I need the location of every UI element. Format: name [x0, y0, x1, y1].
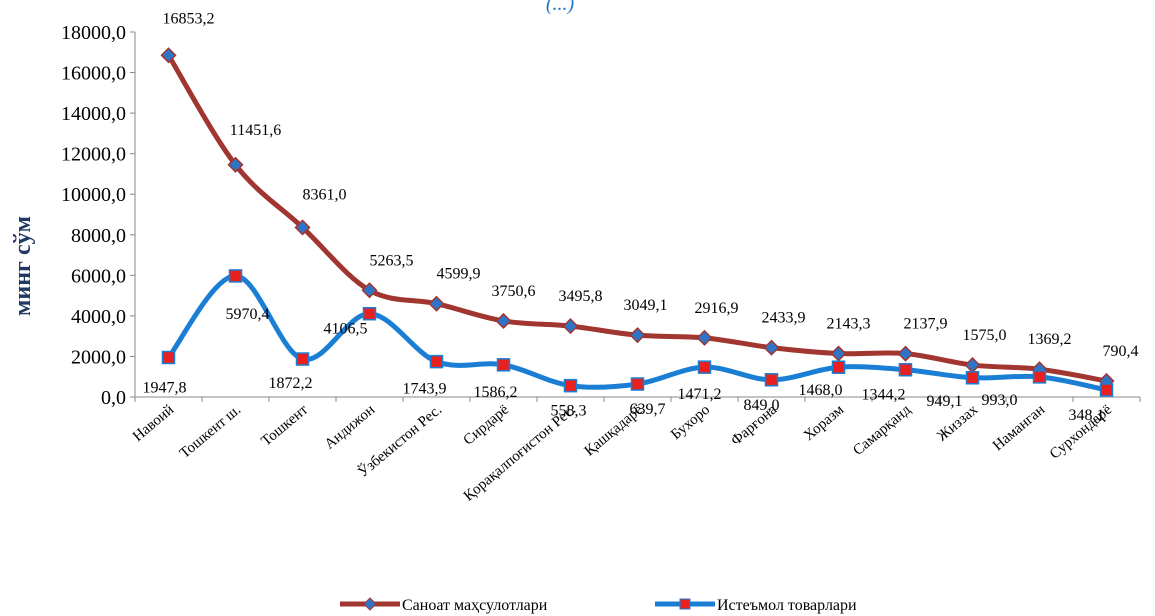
data-label: 1468,0 [799, 382, 843, 399]
data-point-marker [763, 339, 780, 356]
data-point-marker [562, 318, 579, 335]
data-label: 16853,2 [163, 10, 215, 27]
y-tick-label: 4000,0 [71, 306, 126, 328]
data-label: 11451,6 [230, 122, 281, 139]
legend: Саноат маҳсулотлари Истеъмол товарлари [340, 597, 857, 614]
x-category-label: Хоразм [801, 401, 847, 444]
data-label: 639,7 [630, 401, 666, 418]
y-tick-label: 0,0 [101, 387, 126, 409]
data-label: 1947,8 [143, 380, 187, 397]
data-label: 1575,0 [963, 327, 1007, 344]
legend-marker [363, 597, 377, 611]
data-point-marker [830, 345, 847, 362]
data-point-marker [1099, 383, 1114, 397]
y-tick-label: 2000,0 [71, 346, 126, 368]
y-tick-label: 8000,0 [71, 225, 126, 247]
data-point-marker [897, 345, 914, 362]
data-label: 1471,2 [678, 386, 722, 403]
x-category-label: Наманган [990, 402, 1048, 454]
data-label: 4599,9 [437, 266, 481, 283]
data-label: 2433,9 [762, 310, 806, 327]
data-point-marker [697, 360, 712, 374]
data-point-marker [495, 312, 512, 330]
data-point-marker [428, 295, 445, 312]
data-label: 1872,2 [269, 375, 313, 392]
data-point-marker [1032, 370, 1047, 384]
data-label: 3750,6 [492, 283, 536, 300]
data-point-marker [429, 354, 444, 369]
y-tick-label: 12000,0 [61, 144, 126, 166]
x-category-label: Андижон [322, 402, 378, 453]
y-tick-label: 16000,0 [61, 63, 126, 85]
data-label: 790,4 [1103, 343, 1139, 360]
legend-label: Истеъмол товарлари [717, 597, 857, 614]
x-category-label: Тошкент [258, 402, 311, 450]
data-point-marker [964, 357, 981, 374]
y-tick-label: 10000,0 [61, 184, 126, 206]
data-label: 3049,1 [624, 297, 668, 314]
data-point-marker [228, 269, 243, 283]
data-point-marker [227, 156, 244, 173]
data-label: 2137,9 [904, 316, 948, 333]
data-label: 993,0 [982, 392, 1018, 409]
data-label: 2916,9 [695, 300, 739, 317]
series-markers [160, 47, 1115, 397]
data-label: 2143,3 [827, 316, 871, 333]
data-point-marker [361, 282, 378, 299]
data-point-marker [898, 362, 913, 377]
data-label: 1344,2 [862, 387, 906, 404]
legend-label: Саноат маҳсулотлари [402, 597, 548, 614]
data-label: 1743,9 [403, 381, 447, 398]
x-category-label: Тошкент ш. [177, 402, 244, 462]
y-tick-label: 6000,0 [71, 265, 126, 287]
data-point-marker [965, 371, 980, 385]
data-point-marker [295, 352, 310, 366]
data-point-marker [696, 329, 713, 346]
data-label: 949,1 [927, 393, 963, 410]
x-category-label: Навоий [130, 402, 177, 445]
data-point-marker [294, 219, 311, 236]
data-label: 4106,5 [324, 321, 368, 338]
y-axis-ticks: 0,0 2000,0 4000,0 6000,0 8000,0 10000,0 12000,… [61, 22, 135, 409]
data-label: 1586,2 [474, 384, 518, 401]
data-label: 5970,4 [226, 306, 270, 323]
series-data-labels: 16853,2 11451,6 8361,0 5263,5 4599,9 3750,6 34… [143, 10, 1139, 424]
data-point-marker [764, 373, 779, 387]
data-point-marker [160, 47, 177, 64]
data-label: 558,3 [551, 403, 587, 420]
y-tick-label: 14000,0 [61, 103, 126, 125]
x-category-label: Сирдарё [461, 402, 513, 449]
data-label: 8361,0 [303, 186, 347, 203]
chart-title: (...) [546, 0, 575, 15]
data-point-marker [362, 306, 377, 321]
x-category-label: Самарқанд [850, 402, 914, 459]
data-label: 5263,5 [370, 252, 414, 269]
data-point-marker [629, 327, 646, 344]
data-point-marker [630, 377, 645, 391]
data-label: 849,0 [744, 397, 780, 414]
data-point-marker [563, 378, 578, 393]
data-point-marker [831, 360, 846, 374]
data-point-marker [496, 358, 511, 372]
data-point-marker [161, 350, 176, 365]
y-tick-label: 18000,0 [61, 22, 126, 44]
data-label: 1369,2 [1028, 331, 1072, 348]
y-axis-label: минг сўм [10, 216, 36, 316]
data-label: 3495,8 [559, 288, 603, 305]
legend-marker [679, 598, 691, 610]
data-label: 348,1 [1069, 407, 1105, 424]
x-category-label: Бухоро [668, 402, 713, 443]
